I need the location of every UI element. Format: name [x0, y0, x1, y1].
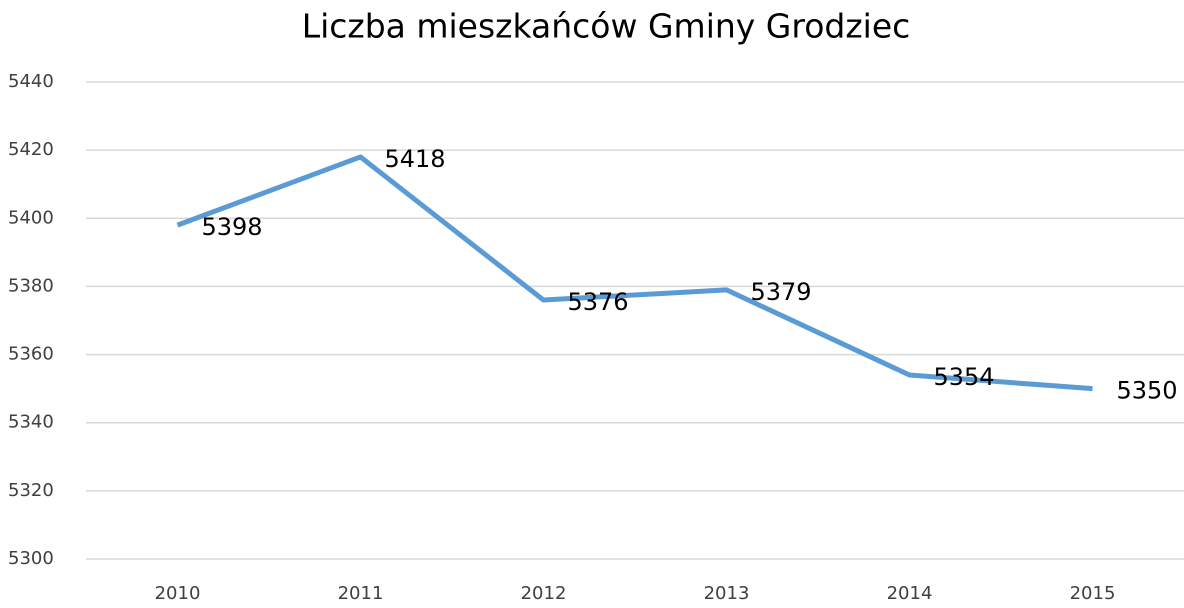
y-tick-label: 5380	[8, 275, 54, 296]
x-tick-label: 2010	[155, 583, 201, 604]
y-tick-label: 5340	[8, 412, 54, 433]
data-label: 5376	[568, 288, 629, 316]
data-label: 5354	[934, 363, 995, 391]
x-tick-label: 2014	[887, 583, 933, 604]
y-tick-label: 5400	[8, 207, 54, 228]
data-label: 5379	[751, 278, 812, 306]
y-tick-label: 5300	[8, 548, 54, 569]
y-tick-label: 5440	[8, 71, 54, 92]
line-series	[176, 154, 1093, 392]
x-tick-label: 2011	[338, 583, 384, 604]
x-tick-label: 2012	[521, 583, 567, 604]
chart-title: Liczba mieszkańców Gminy Grodziec	[302, 7, 911, 46]
y-tick-label: 5320	[8, 480, 54, 501]
data-label: 5350	[1117, 377, 1178, 405]
y-tick-label: 5360	[8, 344, 54, 365]
x-tick-label: 2013	[704, 583, 750, 604]
data-label: 5398	[202, 213, 263, 241]
y-tick-label: 5420	[8, 139, 54, 160]
x-tick-label: 2015	[1070, 583, 1116, 604]
data-label: 5418	[385, 145, 446, 173]
